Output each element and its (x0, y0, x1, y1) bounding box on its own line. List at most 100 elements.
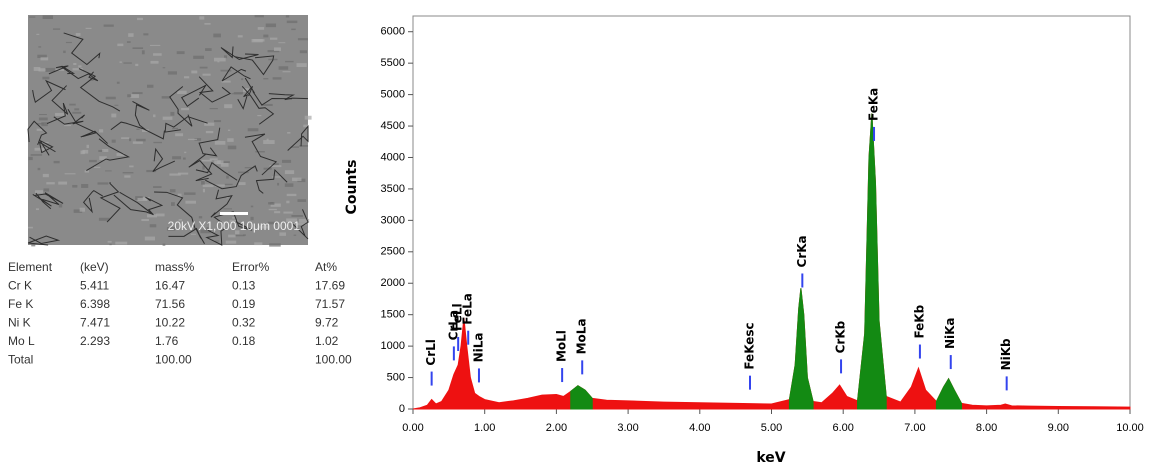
peak-label: MoLl (555, 330, 569, 362)
sem-speck (267, 50, 280, 53)
sem-speck (128, 33, 134, 37)
x-tick-label: 1.00 (474, 422, 495, 434)
sem-crack (82, 190, 103, 214)
sem-speck (202, 165, 205, 170)
peak-label: MoLa (575, 318, 589, 354)
sem-speck (97, 182, 109, 185)
sem-speck (176, 51, 185, 55)
sem-speck (175, 133, 184, 137)
sem-speck (261, 103, 273, 107)
sem-speck (281, 159, 292, 163)
sem-speck (45, 67, 56, 72)
sem-speck (183, 157, 186, 160)
sem-speck (94, 166, 101, 168)
y-axis-label: Counts (344, 160, 360, 215)
table-cell: 1.76 (155, 334, 179, 348)
sem-crack (268, 93, 309, 101)
sem-speck (254, 15, 264, 18)
sem-speck (130, 94, 139, 98)
sem-crack (255, 168, 288, 194)
sem-speck (55, 112, 67, 116)
sem-crack (180, 84, 208, 108)
x-tick-label: 2.00 (546, 422, 567, 434)
sem-crack (234, 55, 275, 76)
sem-speck (271, 176, 282, 178)
sem-speck (89, 159, 97, 163)
sem-speck (199, 66, 208, 69)
sem-speck (64, 173, 76, 175)
sem-speck (58, 181, 68, 185)
plot-frame (412, 15, 1131, 410)
sem-speck (116, 153, 125, 156)
sem-speck (31, 243, 36, 247)
sem-speck (263, 140, 275, 145)
sem-speck (171, 202, 175, 206)
table-cell: 5.411 (80, 279, 109, 293)
sem-crack (140, 196, 164, 216)
sem-speck (217, 160, 221, 165)
sem-speck (105, 170, 112, 172)
sem-crack (164, 116, 208, 133)
sem-speck (220, 69, 232, 72)
sem-crack (113, 191, 154, 215)
sem-speck (213, 57, 226, 62)
sem-speck (86, 144, 90, 149)
sem-speck (153, 53, 162, 56)
sem-speck (117, 43, 124, 47)
sem-crack (205, 228, 226, 246)
sem-speck (75, 32, 81, 36)
sem-speck (191, 70, 198, 74)
sem-speck (162, 67, 166, 69)
sem-speck (217, 61, 220, 63)
sem-speck (141, 50, 145, 55)
sem-crack (221, 66, 251, 82)
sem-speck (35, 190, 44, 194)
sem-speck (39, 114, 47, 116)
sem-speck (121, 137, 130, 139)
sem-speck (258, 225, 270, 229)
x-tick-label: 6.00 (832, 422, 853, 434)
table-cell: 0.18 (232, 334, 256, 348)
sem-crack (27, 235, 61, 246)
sem-texture (27, 15, 312, 247)
table-cell: 16.47 (155, 279, 185, 293)
table-cell: 100.00 (155, 353, 192, 367)
x-tick-label: 3.00 (617, 422, 638, 434)
sem-speck (36, 123, 44, 125)
sem-speck (231, 93, 242, 95)
sem-speck (184, 192, 196, 195)
sem-speck (202, 184, 214, 188)
sem-crack (110, 121, 165, 140)
sem-speck (202, 73, 211, 76)
spectrum-area (570, 113, 963, 410)
peak-label: NiLa (471, 333, 485, 363)
sem-speck (243, 234, 246, 236)
table-cell: 7.471 (80, 316, 110, 330)
sem-speck (38, 117, 48, 121)
sem-speck (136, 17, 143, 21)
sem-speck (141, 219, 149, 222)
sem-speck (247, 128, 259, 132)
sem-speck (292, 177, 302, 182)
y-tick-label: 1500 (381, 309, 405, 321)
sem-speck (284, 183, 294, 187)
x-tick-label: 8.00 (976, 422, 997, 434)
sem-speck (115, 241, 128, 245)
sem-crack (198, 127, 221, 157)
sem-crack (99, 182, 121, 223)
sem-crack (292, 209, 309, 240)
sem-speck (235, 230, 240, 235)
sem-speck (272, 163, 279, 166)
sem-speck (144, 236, 156, 241)
sem-speck (194, 138, 202, 141)
sem-speck (141, 129, 149, 133)
sem-speck (267, 221, 277, 225)
sem-speck (265, 23, 277, 28)
sem-crack (67, 108, 108, 144)
sem-speck (304, 115, 312, 120)
sem-speck (184, 151, 187, 154)
sem-speck (166, 227, 176, 231)
sem-speck (84, 170, 90, 173)
sem-speck (205, 130, 214, 134)
y-tick-label: 2000 (381, 277, 405, 289)
